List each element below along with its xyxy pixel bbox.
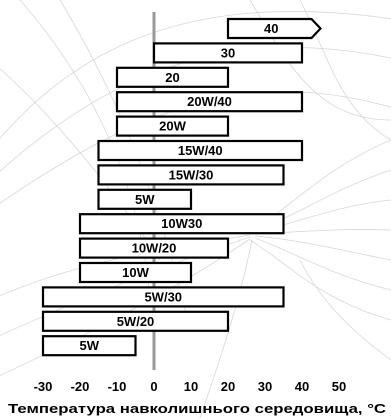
bar: 5W bbox=[97, 188, 193, 210]
bar-label: 5W bbox=[80, 338, 100, 353]
bar-rect bbox=[97, 164, 285, 186]
bar: 5W/30 bbox=[41, 286, 285, 308]
bar: 40 bbox=[226, 17, 323, 40]
bar: 20W bbox=[115, 115, 230, 137]
bar: 10W/20 bbox=[78, 237, 230, 259]
bar-label: 20 bbox=[165, 70, 179, 85]
bar-label: 10W30 bbox=[161, 216, 202, 231]
bar: 20 bbox=[115, 66, 230, 88]
bar: 15W/30 bbox=[97, 164, 285, 186]
background-swirl-line bbox=[299, 259, 391, 361]
background-swirl-line bbox=[0, 238, 251, 376]
x-tick-label: 30 bbox=[258, 379, 272, 394]
bar-rect bbox=[41, 335, 137, 357]
background-swirl-line bbox=[249, 239, 391, 321]
bar: 15W/40 bbox=[97, 139, 304, 162]
x-tick-label: -20 bbox=[71, 379, 90, 394]
x-axis-ticks: -30 -20 -10 0 10 20 30 40 50 bbox=[34, 379, 347, 394]
bar: 5W/20 bbox=[41, 310, 230, 332]
bar-rect bbox=[41, 286, 285, 308]
bar-rect bbox=[97, 188, 193, 210]
x-tick-label: 10 bbox=[184, 379, 198, 394]
bar-rect bbox=[152, 42, 304, 64]
bar-arrow-shape bbox=[226, 17, 323, 40]
bar-label: 40 bbox=[264, 21, 278, 36]
x-tick-label: 50 bbox=[332, 379, 346, 394]
x-tick-label: 40 bbox=[295, 379, 309, 394]
bar-rect bbox=[41, 310, 230, 332]
bar-label: 10W bbox=[122, 265, 149, 280]
bar: 20W/40 bbox=[115, 91, 304, 113]
bar-rect bbox=[115, 115, 230, 137]
x-tick-label: -10 bbox=[108, 379, 127, 394]
background-swirl-line bbox=[0, 68, 161, 261]
bar-label: 10W/20 bbox=[132, 241, 177, 256]
bar-label: 5W bbox=[135, 192, 155, 207]
bar-label: 5W/30 bbox=[144, 289, 182, 304]
x-axis-title: Температура навколишнього середовища, °C bbox=[8, 401, 387, 416]
x-tick-label: 0 bbox=[150, 379, 157, 394]
bar-rect bbox=[78, 237, 230, 259]
background-swirl-line bbox=[254, 237, 391, 291]
bar-rect bbox=[115, 91, 304, 113]
bar-label: 30 bbox=[221, 45, 235, 60]
bar: 10W bbox=[78, 261, 193, 284]
bar-label: 5W/20 bbox=[117, 314, 155, 329]
bar-label: 20W bbox=[159, 119, 186, 134]
bar: 30 bbox=[152, 42, 304, 64]
bar-rect bbox=[97, 139, 304, 162]
bar-label: 15W/30 bbox=[169, 167, 214, 182]
bar-rect bbox=[115, 66, 230, 88]
bar-label: 20W/40 bbox=[187, 94, 232, 109]
bar-rect bbox=[78, 261, 193, 284]
background-swirl-line bbox=[254, 235, 391, 261]
bar-label: 15W/40 bbox=[178, 143, 223, 158]
bar-rect bbox=[78, 213, 285, 235]
bar: 5W bbox=[41, 335, 137, 357]
x-tick-label: -30 bbox=[34, 379, 53, 394]
x-tick-label: 20 bbox=[221, 379, 235, 394]
bar: 10W30 bbox=[78, 213, 285, 235]
